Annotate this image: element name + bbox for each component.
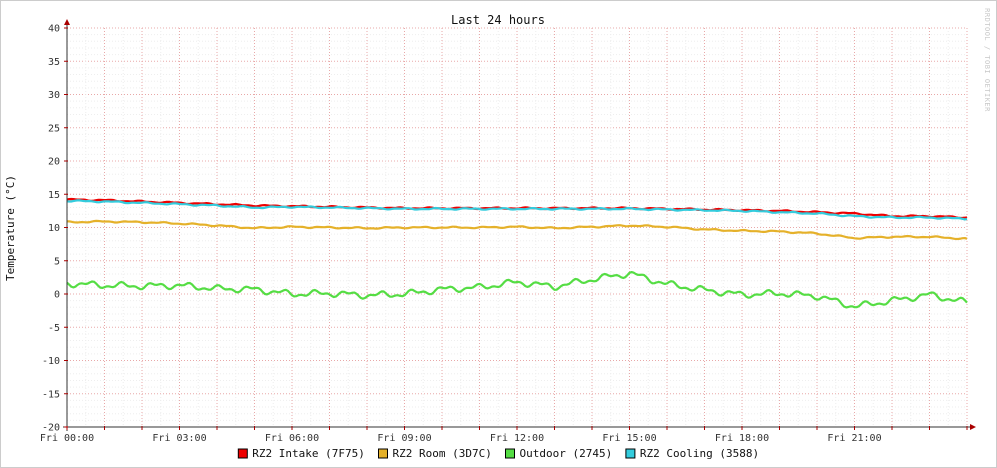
x-tick-label: Fri 00:00 (40, 433, 94, 444)
y-tick-label: -20 (42, 423, 60, 434)
chart-title: Last 24 hours (451, 13, 545, 27)
y-axis-label: Temperature (°C) (4, 175, 17, 281)
axes (63, 19, 976, 431)
y-tick-label: 10 (48, 223, 60, 234)
legend-label: RZ2 Room (3D7C) (393, 447, 492, 460)
y-tick-label: 20 (48, 157, 60, 168)
x-tick-label: Fri 21:00 (827, 433, 881, 444)
legend-label: RZ2 Intake (7F75) (252, 447, 365, 460)
y-tick-label: 0 (54, 290, 60, 301)
legend-swatch (237, 448, 248, 459)
y-tick-labels: 40 35 30 25 20 15 10 5 0 -5 -10 -15 -20 (42, 24, 60, 434)
y-tick-label: 25 (48, 123, 60, 134)
x-tick-label: Fri 06:00 (265, 433, 319, 444)
x-tick-labels: Fri 00:00 Fri 03:00 Fri 06:00 Fri 09:00 Fri … (40, 433, 882, 444)
series-line (67, 219, 968, 241)
legend: RZ2 Intake (7F75) RZ2 Room (3D7C) Outdoor … (237, 447, 759, 460)
y-tick-label: -10 (42, 356, 60, 367)
x-axis-arrow (970, 424, 976, 430)
y-tick-label: 30 (48, 90, 60, 101)
y-tick-label: 15 (48, 190, 60, 201)
legend-swatch (378, 448, 388, 459)
x-tick-label: Fri 03:00 (152, 433, 206, 444)
series-lines (66, 197, 968, 309)
legend-swatch (505, 448, 515, 459)
y-tick-label: -15 (42, 389, 60, 400)
y-tick-label: 5 (54, 256, 60, 267)
y-axis-arrow (64, 19, 70, 25)
legend-swatch (625, 448, 636, 459)
legend-label: RZ2 Cooling (3588) (640, 447, 759, 460)
x-tick-label: Fri 09:00 (377, 433, 431, 444)
series-line (66, 199, 968, 221)
y-tick-label: 40 (48, 24, 60, 35)
legend-label: Outdoor (2745) (520, 447, 613, 460)
y-tick-label: -5 (48, 323, 60, 334)
x-tick-label: Fri 15:00 (602, 433, 656, 444)
rrdtool-watermark: RRDTOOL / TOBI OETIKER (983, 8, 991, 112)
x-tick-label: Fri 18:00 (715, 433, 769, 444)
y-tick-label: 35 (48, 57, 60, 68)
x-tick-label: Fri 12:00 (490, 433, 544, 444)
series-line (66, 271, 968, 309)
